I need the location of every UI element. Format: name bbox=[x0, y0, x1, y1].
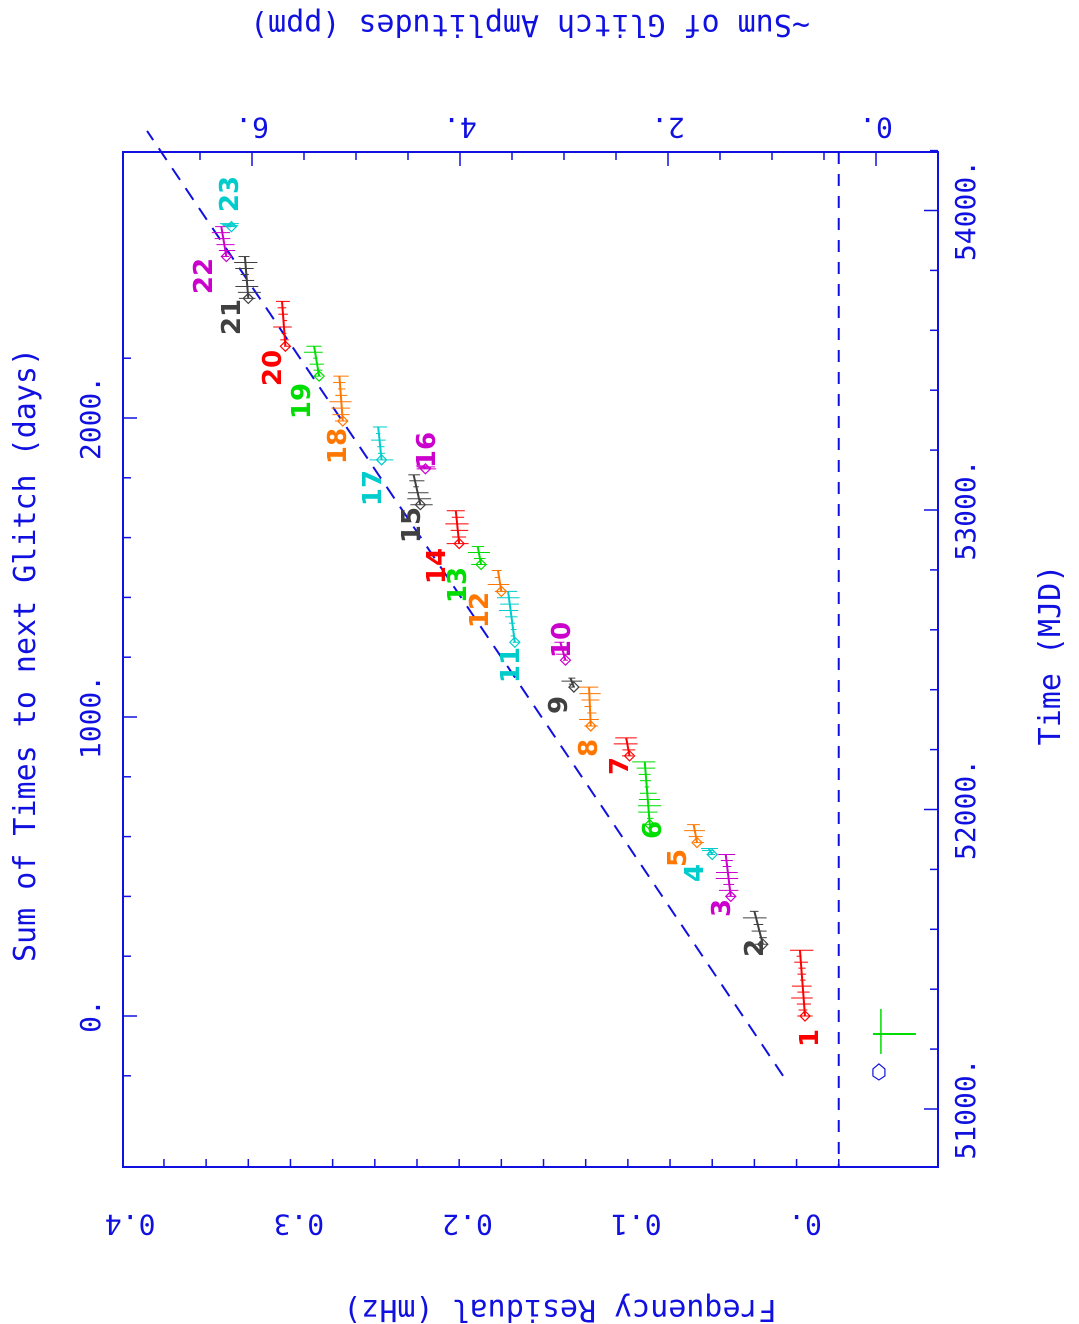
bottom-axis-title: Frequency Residual (mHz) bbox=[343, 1292, 776, 1324]
bottom-tick-label: 0.4 bbox=[105, 1208, 156, 1241]
glitch-number-1: 1 bbox=[795, 1029, 825, 1047]
glitch-number-10: 10 bbox=[547, 622, 577, 658]
left-tick-label: 1000. bbox=[74, 675, 107, 759]
glitch-number-18: 18 bbox=[323, 428, 353, 464]
top-tick-label: 2. bbox=[651, 111, 685, 144]
bottom-tick-label: 0.2 bbox=[442, 1208, 493, 1241]
right-tick-label: 53000. bbox=[949, 459, 982, 560]
glitch-number-15: 15 bbox=[397, 507, 427, 543]
glitch-number-21: 21 bbox=[217, 299, 247, 335]
glitch-number-22: 22 bbox=[189, 258, 219, 294]
right-tick-label: 54000. bbox=[949, 160, 982, 261]
glitch-number-17: 17 bbox=[358, 470, 388, 506]
glitch-track-1 bbox=[800, 950, 805, 1016]
glitch-number-5: 5 bbox=[663, 849, 693, 867]
top-tick-label: 6. bbox=[235, 111, 269, 144]
glitch-number-9: 9 bbox=[544, 696, 574, 714]
bottom-tick-label: 0.1 bbox=[611, 1208, 662, 1241]
left-axis-title: Sum of Times to next Glitch (days) bbox=[8, 348, 43, 962]
right-tick-label: 51000. bbox=[949, 1058, 982, 1159]
bottom-tick-label: 0. bbox=[788, 1208, 822, 1241]
glitch-number-7: 7 bbox=[605, 757, 635, 775]
left-tick-label: 0. bbox=[74, 999, 107, 1033]
glitch-number-19: 19 bbox=[287, 383, 317, 419]
glitch-number-14: 14 bbox=[422, 548, 452, 584]
glitch-number-20: 20 bbox=[258, 350, 288, 386]
glitch-number-2: 2 bbox=[740, 939, 770, 957]
glitch-number-16: 16 bbox=[412, 432, 442, 468]
glitch-number-8: 8 bbox=[574, 739, 604, 757]
left-tick-label: 2000. bbox=[74, 376, 107, 460]
glitch-number-3: 3 bbox=[707, 899, 737, 917]
right-axis-title: Time (MJD) bbox=[1033, 565, 1068, 746]
glitch-number-23: 23 bbox=[215, 176, 245, 212]
glitch-number-11: 11 bbox=[496, 647, 526, 683]
top-tick-label: 4. bbox=[443, 111, 477, 144]
top-tick-label: 0. bbox=[859, 111, 893, 144]
glitch-hexagon-marker bbox=[873, 1064, 885, 1080]
top-axis-title: ~Sum of Glitch Amplitudes (ppm) bbox=[250, 7, 810, 42]
glitch-number-6: 6 bbox=[638, 821, 668, 839]
right-tick-label: 52000. bbox=[949, 759, 982, 860]
bottom-tick-label: 0.3 bbox=[274, 1208, 325, 1241]
